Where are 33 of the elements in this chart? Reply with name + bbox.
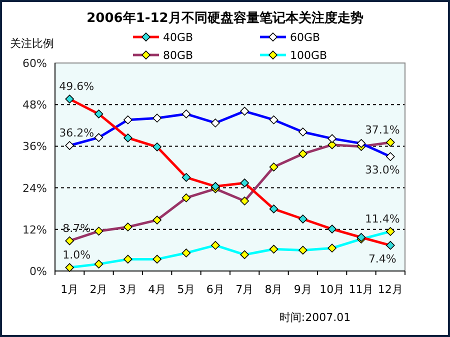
legend-label: 60GB (290, 31, 320, 44)
data-label: 33.0% (364, 164, 400, 177)
data-label: 8.7% (62, 222, 91, 235)
x-tick-label: 11月 (348, 283, 374, 296)
chart-title: 2006年1-12月不同硬盘容量笔记本关注度走势 (86, 10, 364, 26)
y-tick-label: 12% (22, 223, 47, 236)
x-tick-label: 9月 (294, 283, 312, 296)
x-tick-label: 5月 (177, 283, 196, 296)
legend-label: 80GB (163, 49, 194, 62)
text: 时间:2007.01 (279, 311, 351, 324)
legend-label: 100GB (290, 49, 328, 62)
y-tick-label: 24% (22, 182, 47, 195)
x-tick-label: 1月 (60, 283, 79, 296)
x-tick-label: 7月 (236, 283, 254, 296)
data-label: 36.2% (59, 126, 94, 140)
data-label: 49.6% (59, 80, 94, 94)
x-tick-label: 3月 (118, 283, 137, 296)
x-tick-label: 12月 (378, 283, 403, 296)
y-tick-label: 36% (22, 140, 47, 154)
data-label: 1.0% (62, 248, 91, 262)
y-tick-label: 48% (22, 98, 47, 112)
y-tick-label: 0% (30, 265, 47, 278)
x-tick-label: 10月 (320, 283, 345, 296)
y-axis-title: 关注比例 (10, 37, 54, 50)
legend-label: 40GB (163, 31, 194, 44)
x-tick-label: 8月 (264, 283, 283, 296)
x-tick-label: 4月 (148, 283, 166, 296)
data-label: 37.1% (364, 123, 400, 136)
y-tick-label: 60% (22, 57, 47, 70)
data-label: 7.4% (368, 252, 396, 266)
x-tick-label: 6月 (206, 283, 224, 296)
x-tick-label: 2月 (90, 283, 108, 296)
data-label: 11.4% (364, 212, 400, 226)
